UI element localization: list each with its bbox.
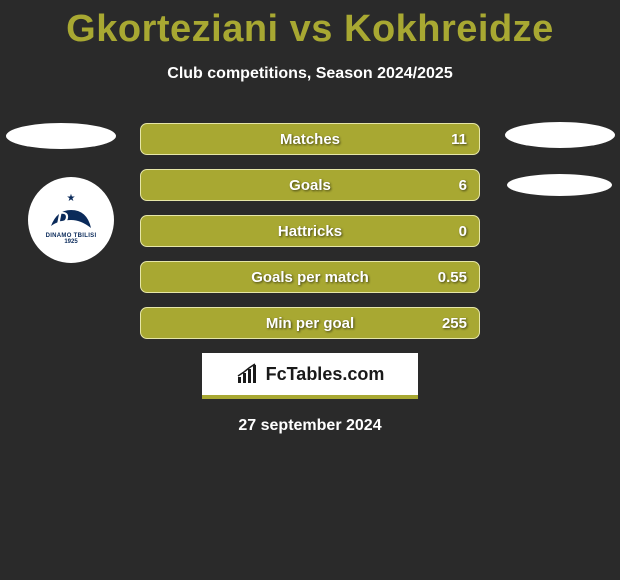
stat-row-goals-per-match: Goals per match 0.55 bbox=[140, 261, 480, 293]
stat-label: Hattricks bbox=[278, 223, 342, 240]
stat-label: Matches bbox=[280, 131, 340, 148]
stat-row-min-per-goal: Min per goal 255 bbox=[140, 307, 480, 339]
svg-text:D: D bbox=[57, 210, 69, 227]
avatar-placeholder-right-1 bbox=[505, 122, 615, 148]
stat-label: Min per goal bbox=[266, 315, 354, 332]
page-subtitle: Club competitions, Season 2024/2025 bbox=[0, 65, 620, 83]
page-title: Gkorteziani vs Kokhreidze bbox=[0, 0, 620, 51]
stat-value: 0.55 bbox=[438, 269, 467, 286]
stat-value: 6 bbox=[459, 177, 467, 194]
stat-value: 255 bbox=[442, 315, 467, 332]
stat-label: Goals bbox=[289, 177, 331, 194]
stat-row-hattricks: Hattricks 0 bbox=[140, 215, 480, 247]
club-badge: ★ D DINAMO TBILISI 1925 bbox=[28, 177, 114, 263]
brand-text: FcTables.com bbox=[266, 364, 385, 385]
stat-row-goals: Goals 6 bbox=[140, 169, 480, 201]
star-icon: ★ bbox=[67, 196, 76, 202]
stat-rows: Matches 11 Goals 6 Hattricks 0 Goals per… bbox=[140, 123, 480, 339]
avatar-placeholder-left-1 bbox=[6, 123, 116, 149]
club-year: 1925 bbox=[64, 239, 77, 245]
stat-value: 0 bbox=[459, 223, 467, 240]
stat-row-matches: Matches 11 bbox=[140, 123, 480, 155]
brand-box[interactable]: FcTables.com bbox=[202, 353, 418, 399]
avatar-placeholder-right-2 bbox=[507, 174, 612, 196]
bar-chart-icon bbox=[236, 363, 262, 385]
club-logo-icon: D bbox=[47, 204, 95, 234]
stats-area: ★ D DINAMO TBILISI 1925 Matches 11 Goals… bbox=[0, 123, 620, 435]
stat-label: Goals per match bbox=[251, 269, 369, 286]
date-line: 27 september 2024 bbox=[0, 417, 620, 435]
stat-value: 11 bbox=[451, 131, 467, 148]
